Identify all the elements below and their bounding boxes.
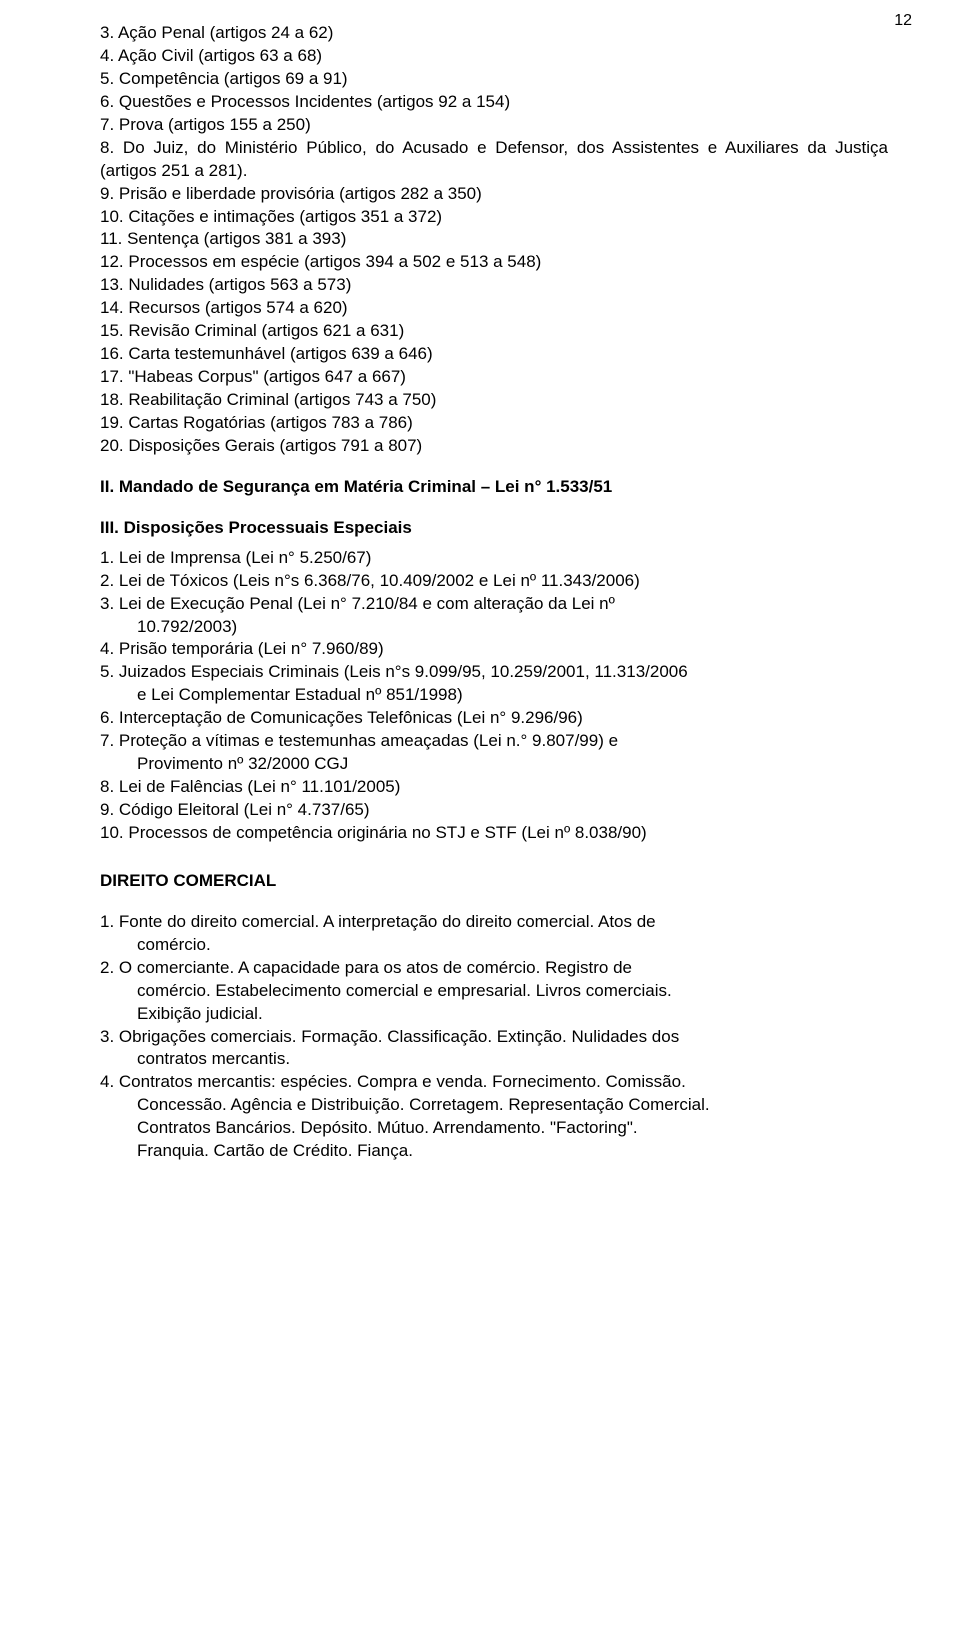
section-3-heading: III. Disposições Processuais Especiais — [100, 517, 888, 540]
page-number: 12 — [894, 10, 912, 32]
document-page: 12 3. Ação Penal (artigos 24 a 62) 4. Aç… — [0, 0, 960, 1183]
list-item-cont: contratos mercantis. — [100, 1048, 888, 1071]
list-item-cont: comércio. — [100, 934, 888, 957]
list-item: 7. Prova (artigos 155 a 250) — [100, 114, 888, 137]
list-item: 3. Ação Penal (artigos 24 a 62) — [100, 22, 888, 45]
list-item: 18. Reabilitação Criminal (artigos 743 a… — [100, 389, 888, 412]
section-4-list: 1. Fonte do direito comercial. A interpr… — [100, 911, 888, 1163]
list-item: 11. Sentença (artigos 381 a 393) — [100, 228, 888, 251]
list-item: 8. Do Juiz, do Ministério Público, do Ac… — [100, 137, 888, 183]
list-item: 4. Ação Civil (artigos 63 a 68) — [100, 45, 888, 68]
list-item-cont: Contratos Bancários. Depósito. Mútuo. Ar… — [100, 1117, 888, 1140]
list-item: 13. Nulidades (artigos 563 a 573) — [100, 274, 888, 297]
list-item: 8. Lei de Falências (Lei n° 11.101/2005) — [100, 776, 888, 799]
list-item: 6. Interceptação de Comunicações Telefôn… — [100, 707, 888, 730]
list-item-cont: comércio. Estabelecimento comercial e em… — [100, 980, 888, 1003]
list-item: 7. Proteção a vítimas e testemunhas amea… — [100, 730, 888, 753]
list-item: 9. Prisão e liberdade provisória (artigo… — [100, 183, 888, 206]
list-item-cont: 10.792/2003) — [100, 616, 888, 639]
list-item: 4. Contratos mercantis: espécies. Compra… — [100, 1071, 888, 1094]
list-item: 4. Prisão temporária (Lei n° 7.960/89) — [100, 638, 888, 661]
section-2-heading: II. Mandado de Segurança em Matéria Crim… — [100, 476, 888, 499]
list-item: 5. Competência (artigos 69 a 91) — [100, 68, 888, 91]
list-item: 10. Processos de competência originária … — [100, 822, 888, 845]
list-item-cont: Exibição judicial. — [100, 1003, 888, 1026]
list-item: 6. Questões e Processos Incidentes (arti… — [100, 91, 888, 114]
list-item: 3. Obrigações comerciais. Formação. Clas… — [100, 1026, 888, 1049]
list-item-cont: Provimento nº 32/2000 CGJ — [100, 753, 888, 776]
list-item: 20. Disposições Gerais (artigos 791 a 80… — [100, 435, 888, 458]
section-3-list: 1. Lei de Imprensa (Lei n° 5.250/67) 2. … — [100, 547, 888, 845]
list-item: 15. Revisão Criminal (artigos 621 a 631) — [100, 320, 888, 343]
list-item: 10. Citações e intimações (artigos 351 a… — [100, 206, 888, 229]
list-item: 3. Lei de Execução Penal (Lei n° 7.210/8… — [100, 593, 888, 616]
section-1-list: 3. Ação Penal (artigos 24 a 62) 4. Ação … — [100, 22, 888, 458]
list-item: 16. Carta testemunhável (artigos 639 a 6… — [100, 343, 888, 366]
list-item: 19. Cartas Rogatórias (artigos 783 a 786… — [100, 412, 888, 435]
list-item: 9. Código Eleitoral (Lei n° 4.737/65) — [100, 799, 888, 822]
list-item: 1. Fonte do direito comercial. A interpr… — [100, 911, 888, 934]
list-item: 14. Recursos (artigos 574 a 620) — [100, 297, 888, 320]
list-item-cont: e Lei Complementar Estadual nº 851/1998) — [100, 684, 888, 707]
list-item: 12. Processos em espécie (artigos 394 a … — [100, 251, 888, 274]
list-item-cont: Concessão. Agência e Distribuição. Corre… — [100, 1094, 888, 1117]
list-item: 5. Juizados Especiais Criminais (Leis n°… — [100, 661, 888, 684]
list-item: 1. Lei de Imprensa (Lei n° 5.250/67) — [100, 547, 888, 570]
list-item: 2. Lei de Tóxicos (Leis n°s 6.368/76, 10… — [100, 570, 888, 593]
list-item: 2. O comerciante. A capacidade para os a… — [100, 957, 888, 980]
list-item-cont: Franquia. Cartão de Crédito. Fiança. — [100, 1140, 888, 1163]
section-4-heading: DIREITO COMERCIAL — [100, 870, 888, 893]
list-item: 17. "Habeas Corpus" (artigos 647 a 667) — [100, 366, 888, 389]
